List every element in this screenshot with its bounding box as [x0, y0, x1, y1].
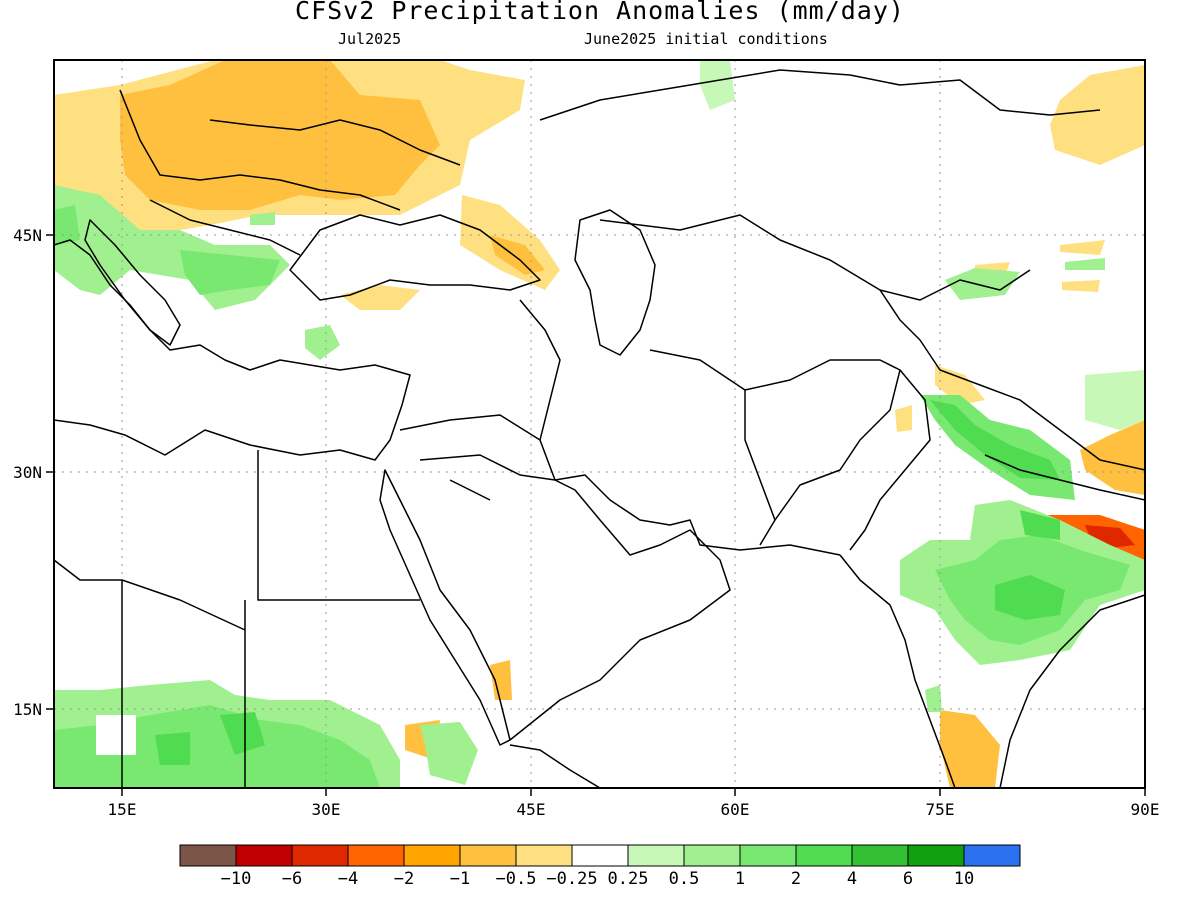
- colorbar-label: 0.25: [607, 869, 649, 889]
- coastline-somalia-horn: [509, 744, 601, 788]
- colorbar-swatch: [851, 844, 909, 867]
- border-china-west: [879, 289, 1145, 471]
- wet-anomaly-aegean: [250, 212, 340, 360]
- lon-tick-90e: 90E: [1131, 800, 1160, 819]
- border-pakistan-india: [849, 369, 931, 551]
- colorbar-label: 4: [846, 869, 858, 889]
- dry-anomaly-kashmir: [895, 365, 985, 432]
- colorbar-label: 1: [734, 869, 746, 889]
- colorbar-swatch: [459, 844, 517, 867]
- axis-ticks: [46, 234, 1146, 796]
- dry-anomaly-far-east-bands: [975, 240, 1105, 292]
- coastline-italy: [84, 219, 181, 346]
- colorbar-label: −4: [337, 869, 359, 889]
- colorbar-swatch: [739, 844, 797, 867]
- colorbar-label: −0.25: [546, 869, 598, 889]
- wet-anomaly-central-asia: [700, 60, 735, 110]
- colorbar-swatch: [291, 844, 349, 867]
- lat-tick-15n: 15N: [13, 700, 42, 719]
- coastline-caspian-sea: [574, 209, 656, 356]
- colorbar-swatch: [347, 844, 405, 867]
- lat-tick-30n: 30N: [13, 463, 42, 482]
- wet-anomaly-india-south-west: [925, 685, 942, 712]
- colorbar-label: 2: [790, 869, 802, 889]
- map-gridlines: [54, 60, 1145, 788]
- dry-anomaly-east-himalaya: [1080, 420, 1145, 495]
- border-kazakhstan-russia: [539, 69, 1101, 121]
- lon-tick-45e: 45E: [517, 800, 546, 819]
- dry-anomaly-turkey: [340, 285, 420, 310]
- colorbar-label: 6: [902, 869, 914, 889]
- colorbar-swatch: [515, 844, 573, 867]
- no-data-patch: [96, 715, 136, 755]
- colorbar-swatch: [795, 844, 853, 867]
- wet-anomaly-himalaya-core: [930, 400, 1060, 480]
- dry-anomaly-mongolia: [1050, 65, 1145, 165]
- colorbar: [179, 844, 1021, 867]
- wet-anomaly-central-india-peak: [995, 510, 1065, 620]
- forecast-month: Jul2025: [338, 30, 402, 48]
- wet-anomaly-africa-peak: [155, 712, 265, 765]
- coastline-black-sea: [289, 214, 541, 301]
- wet-anomaly-ethiopia: [420, 722, 478, 785]
- border-turkey-iran: [519, 299, 561, 481]
- anomaly-field: [54, 60, 1145, 788]
- colorbar-swatch: [963, 844, 1021, 867]
- colorbar-label: −1: [449, 869, 471, 889]
- map-frame: [53, 59, 1146, 789]
- map-title: CFSv2 Precipitation Anomalies (mm/day): [295, 0, 905, 25]
- wet-anomaly-balkans-core: [54, 205, 280, 295]
- colorbar-swatch: [179, 844, 237, 867]
- coastline-india: [839, 554, 1145, 788]
- lat-tick-45n: 45N: [13, 226, 42, 245]
- colorbar-label: 10: [953, 869, 975, 889]
- colorbar-label: −10: [220, 869, 252, 889]
- colorbar-swatch: [571, 844, 629, 867]
- colorbar-label: −6: [281, 869, 303, 889]
- border-europe: [119, 89, 461, 256]
- wet-anomaly-xinjiang: [945, 258, 1105, 300]
- coastlines-and-borders: [54, 69, 1145, 788]
- border-middle-east: [399, 414, 556, 501]
- border-himalaya-nepal: [984, 454, 1145, 501]
- initial-conditions: June2025 initial conditions: [584, 30, 828, 48]
- lon-tick-75e: 75E: [926, 800, 955, 819]
- lat-tick-labels: 45N 30N 15N: [13, 226, 42, 719]
- lon-tick-60e: 60E: [721, 800, 750, 819]
- border-central-asia: [599, 214, 1031, 301]
- colorbar-label: −0.5: [495, 869, 537, 889]
- dry-anomaly-south-india: [940, 710, 1000, 788]
- dry-anomaly-eastern-europe-core: [120, 60, 440, 210]
- coastline-red-sea: [379, 469, 511, 746]
- coastline-arabian-peninsula: [509, 479, 731, 741]
- border-egypt-libya: [121, 450, 420, 788]
- wet-anomaly-tibet-east: [1085, 370, 1145, 430]
- border-sahara: [54, 559, 246, 631]
- colorbar-swatch: [627, 844, 685, 867]
- colorbar-swatch: [907, 844, 965, 867]
- colorbar-swatch: [403, 844, 461, 867]
- border-afghanistan-pakistan: [744, 359, 901, 521]
- colorbar-label: −2: [393, 869, 415, 889]
- colorbar-swatch: [683, 844, 741, 867]
- dry-anomaly-caucasus: [490, 235, 545, 275]
- colorbar-label: 0.5: [668, 869, 700, 889]
- lon-tick-15e: 15E: [108, 800, 137, 819]
- colorbar-swatch: [235, 844, 293, 867]
- lon-tick-labels: 15E 30E 45E 60E 75E 90E: [108, 800, 1160, 819]
- lon-tick-30e: 30E: [312, 800, 341, 819]
- border-iran-afghanistan: [649, 349, 776, 546]
- dry-anomaly-ganges-core: [1085, 525, 1135, 548]
- coastline-persian-gulf: [554, 474, 841, 556]
